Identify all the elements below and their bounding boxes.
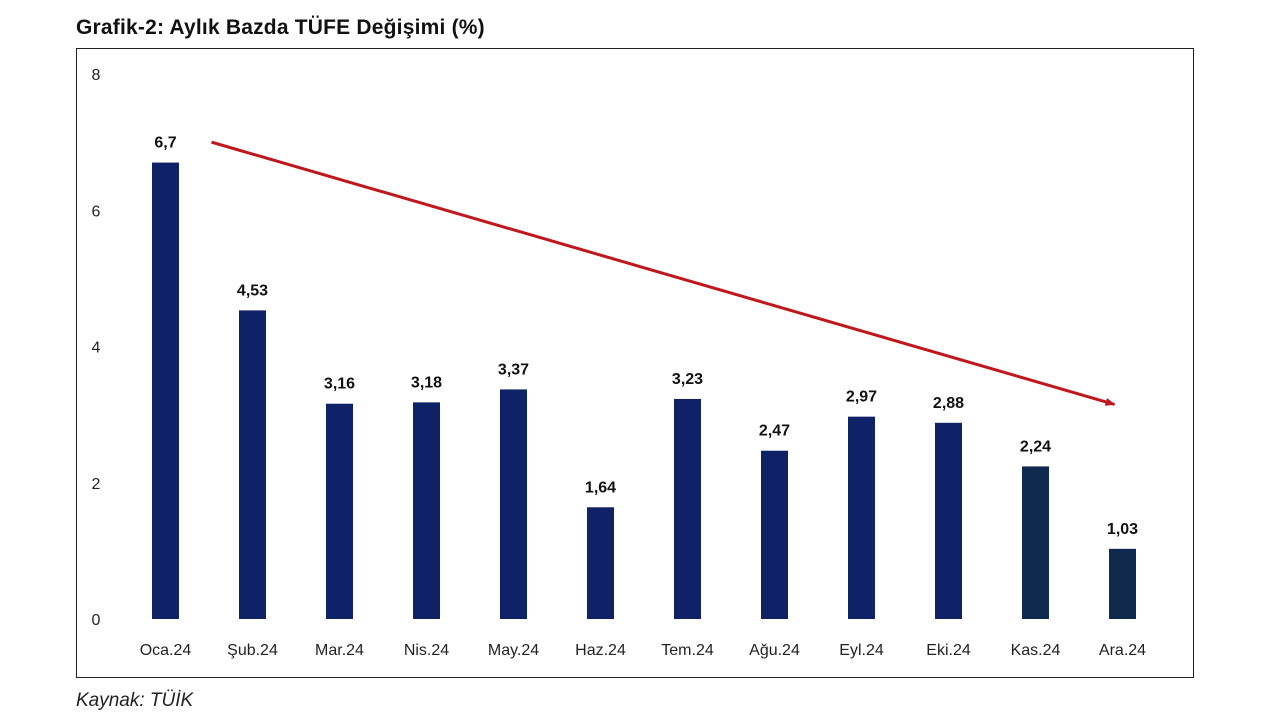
data-label: 3,18	[411, 374, 442, 391]
bar	[674, 398, 701, 619]
data-label: 6,7	[154, 135, 176, 152]
x-tick-label: Tem.24	[661, 642, 714, 659]
plot-frame	[76, 48, 1194, 678]
data-label: 2,24	[1020, 438, 1051, 455]
bar	[935, 422, 962, 619]
data-label: 2,88	[933, 395, 964, 412]
bar	[761, 450, 788, 619]
x-tick-label: Şub.24	[227, 642, 278, 659]
x-axis-tick-labels: Oca.24 Şub.24 Mar.24 Nis.24 May.24 Haz.24 Tem.…	[140, 642, 1146, 659]
data-label: 3,23	[672, 371, 703, 388]
data-labels: 6,7 4,53 3,16 3,18 3,37 1,64 3,23 2,47 2,97 2,88 2…	[154, 135, 1138, 538]
bar	[239, 310, 266, 619]
y-tick-label: 4	[92, 340, 101, 357]
x-tick-label: Ağu.24	[749, 642, 800, 659]
y-tick-label: 0	[92, 612, 101, 629]
data-label: 2,47	[759, 423, 790, 440]
x-tick-label: Kas.24	[1011, 642, 1061, 659]
trend-arrow	[211, 140, 1116, 406]
bars	[152, 162, 1136, 619]
bar	[587, 507, 614, 619]
x-tick-label: Nis.24	[404, 642, 449, 659]
data-label: 3,37	[498, 361, 529, 378]
chart-title: Grafik-2: Aylık Bazda TÜFE Değişimi (%)	[76, 16, 485, 39]
annotations	[211, 140, 1116, 406]
source-note: Kaynak: TÜİK	[76, 690, 194, 711]
data-label: 1,03	[1107, 521, 1138, 538]
x-tick-label: Ara.24	[1099, 642, 1146, 659]
y-tick-label: 8	[92, 67, 101, 84]
x-tick-label: Haz.24	[575, 642, 626, 659]
bar	[413, 402, 440, 619]
y-tick-label: 2	[92, 476, 101, 493]
bar	[1109, 548, 1136, 619]
x-tick-label: Oca.24	[140, 642, 192, 659]
x-tick-label: May.24	[488, 642, 539, 659]
x-tick-label: Eki.24	[926, 642, 971, 659]
data-label: 3,16	[324, 376, 355, 393]
bar	[152, 162, 179, 619]
data-label: 1,64	[585, 479, 616, 496]
bar	[326, 403, 353, 619]
bar	[500, 389, 527, 619]
y-axis-tick-labels: 0 2 4 6 8	[92, 67, 101, 629]
data-label: 2,97	[846, 389, 877, 406]
x-tick-label: Mar.24	[315, 642, 364, 659]
bar	[848, 416, 875, 619]
y-tick-label: 6	[92, 203, 101, 220]
x-tick-label: Eyl.24	[839, 642, 884, 659]
bar	[1022, 466, 1049, 619]
data-label: 4,53	[237, 282, 268, 299]
